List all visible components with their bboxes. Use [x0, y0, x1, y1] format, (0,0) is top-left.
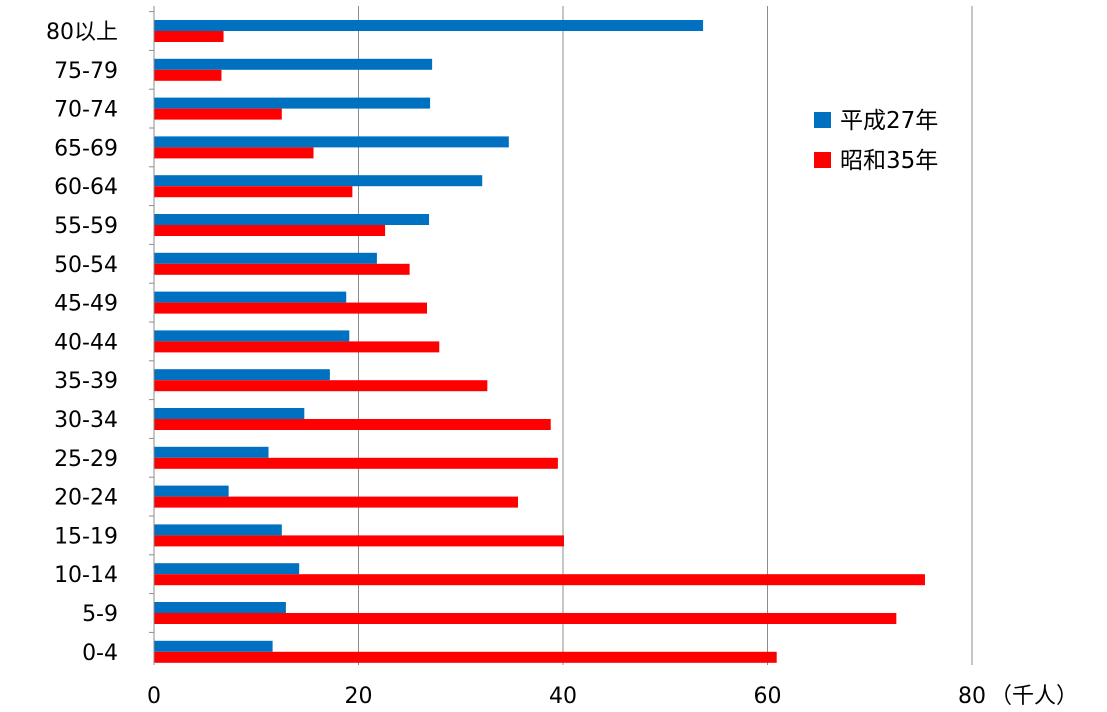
legend-swatch-2: [814, 152, 831, 168]
bar-series-1-50-54: [154, 252, 377, 264]
category-label: 5-9: [82, 602, 118, 627]
bar-series-1-20-24: [154, 485, 229, 497]
bar-series-2-60-64: [154, 186, 353, 198]
bar-series-1-30-34: [154, 408, 305, 419]
category-label: 65-69: [54, 136, 118, 161]
category-label: 0-4: [82, 641, 118, 666]
legend-label-2: 昭和35年: [840, 148, 938, 174]
bar-series-2-65-69: [154, 147, 314, 159]
bar-series-2-50-54: [154, 263, 410, 275]
category-label: 70-74: [54, 98, 118, 123]
category-label: 35-39: [54, 369, 118, 394]
x-tick-label: 40: [549, 684, 577, 709]
bars: [154, 20, 925, 663]
bar-series-2-30-34: [154, 419, 551, 430]
x-unit-label: （千人）: [990, 684, 1078, 709]
bar-series-1-5-9: [154, 602, 286, 613]
gridlines: [358, 6, 973, 665]
bar-series-2-40-44: [154, 341, 440, 353]
bar-series-1-65-69: [154, 136, 509, 148]
bar-series-1-55-59: [154, 214, 430, 225]
bar-series-1-10-14: [154, 563, 300, 575]
bar-series-2-15-19: [154, 535, 565, 547]
bar-series-2-55-59: [154, 225, 386, 236]
bar-series-1-40-44: [154, 330, 350, 342]
bar-series-1-15-19: [154, 524, 282, 536]
bar-series-2-35-39: [154, 380, 488, 392]
bar-series-2-10-14: [154, 574, 925, 586]
bar-series-2-75-79: [154, 69, 222, 81]
bar-series-2-25-29: [154, 457, 558, 469]
bar-series-1-25-29: [154, 446, 269, 458]
category-label: 75-79: [54, 59, 118, 84]
category-label: 30-34: [54, 408, 118, 433]
category-label: 20-24: [54, 486, 118, 511]
category-label: 15-19: [54, 524, 118, 549]
bar-series-1-60-64: [154, 175, 483, 187]
category-label: 50-54: [54, 253, 118, 278]
bar-series-2-45-49: [154, 302, 428, 314]
legend-label-1: 平成27年: [840, 108, 938, 134]
category-label: 45-49: [54, 292, 118, 317]
x-tick-label: 60: [754, 684, 782, 709]
bar-series-1-35-39: [154, 369, 330, 381]
axes: [149, 6, 155, 665]
x-tick-label: 80: [958, 684, 986, 709]
bar-series-2-20-24: [154, 496, 519, 508]
category-label: 55-59: [54, 214, 118, 239]
bar-series-1-45-49: [154, 291, 347, 303]
bar-series-1-75-79: [154, 58, 433, 70]
category-label: 40-44: [54, 330, 118, 355]
bar-series-2-5-9: [154, 613, 897, 624]
bar-series-1-80以上: [154, 20, 704, 31]
category-label: 60-64: [54, 175, 118, 200]
x-tick-label: 0: [147, 684, 161, 709]
legend-swatch-1: [814, 112, 831, 128]
bar-series-1-0-4: [154, 640, 273, 652]
bar-series-2-70-74: [154, 108, 282, 120]
bar-series-1-70-74: [154, 97, 431, 109]
x-tick-labels: 0 20 40 60 80 （千人）: [147, 684, 1078, 709]
bar-series-2-80以上: [154, 31, 224, 42]
category-labels: 80以上 75-79 70-74 65-69 60-64 55-59 50-54 45-49 4…: [46, 20, 118, 666]
category-label: 80以上: [46, 20, 118, 45]
category-label: 25-29: [54, 447, 118, 472]
bar-series-2-0-4: [154, 651, 777, 663]
x-tick-label: 20: [345, 684, 373, 709]
category-label: 10-14: [54, 563, 118, 588]
